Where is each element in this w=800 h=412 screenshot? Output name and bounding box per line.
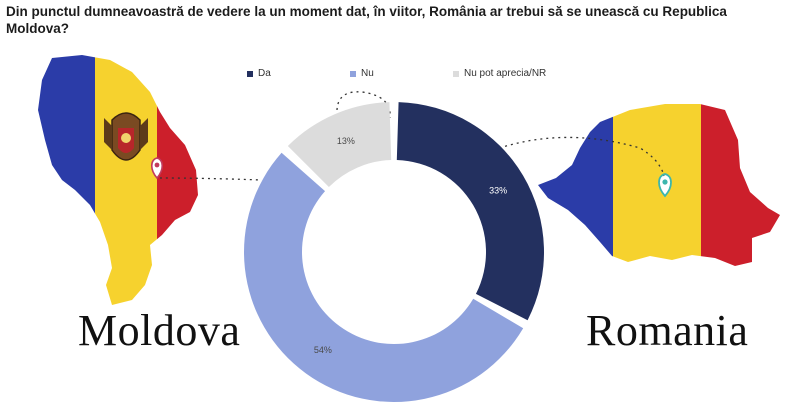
donut-chart [244,102,544,402]
moldova-label: Moldova [78,306,241,355]
data-label-nu: 54% [314,345,332,355]
moldova-coat-of-arms-icon [104,112,148,161]
legend-item-nr: Nu pot aprecia/NR [453,68,546,79]
donut-data-labels: 33% 54% 13% [314,136,507,355]
legend-swatch-nr [453,70,459,77]
legend-label-da: Da [258,68,271,79]
data-label-da: 33% [489,185,507,195]
moldova-map [38,55,198,305]
legend-swatch-nu [350,70,356,77]
legend-swatch-da [247,70,253,77]
legend-label-nu: Nu [361,68,374,79]
chart-legend: Da Nu Nu pot aprecia/NR [0,68,800,84]
romania-label: Romania [586,306,749,355]
survey-question: Din punctul dumneavoastră de vedere la u… [6,4,727,36]
legend-item-da: Da [247,68,271,79]
data-label-nr: 13% [337,136,355,146]
legend-label-nr: Nu pot aprecia/NR [464,68,547,79]
donut-slice-nu [244,152,524,402]
romania-location-pin-icon [658,173,672,198]
moldova-location-pin-icon [150,157,164,180]
donut-slice-da [396,102,544,321]
donut-slice-nr [287,102,392,188]
legend-item-nu: Nu [350,68,374,79]
